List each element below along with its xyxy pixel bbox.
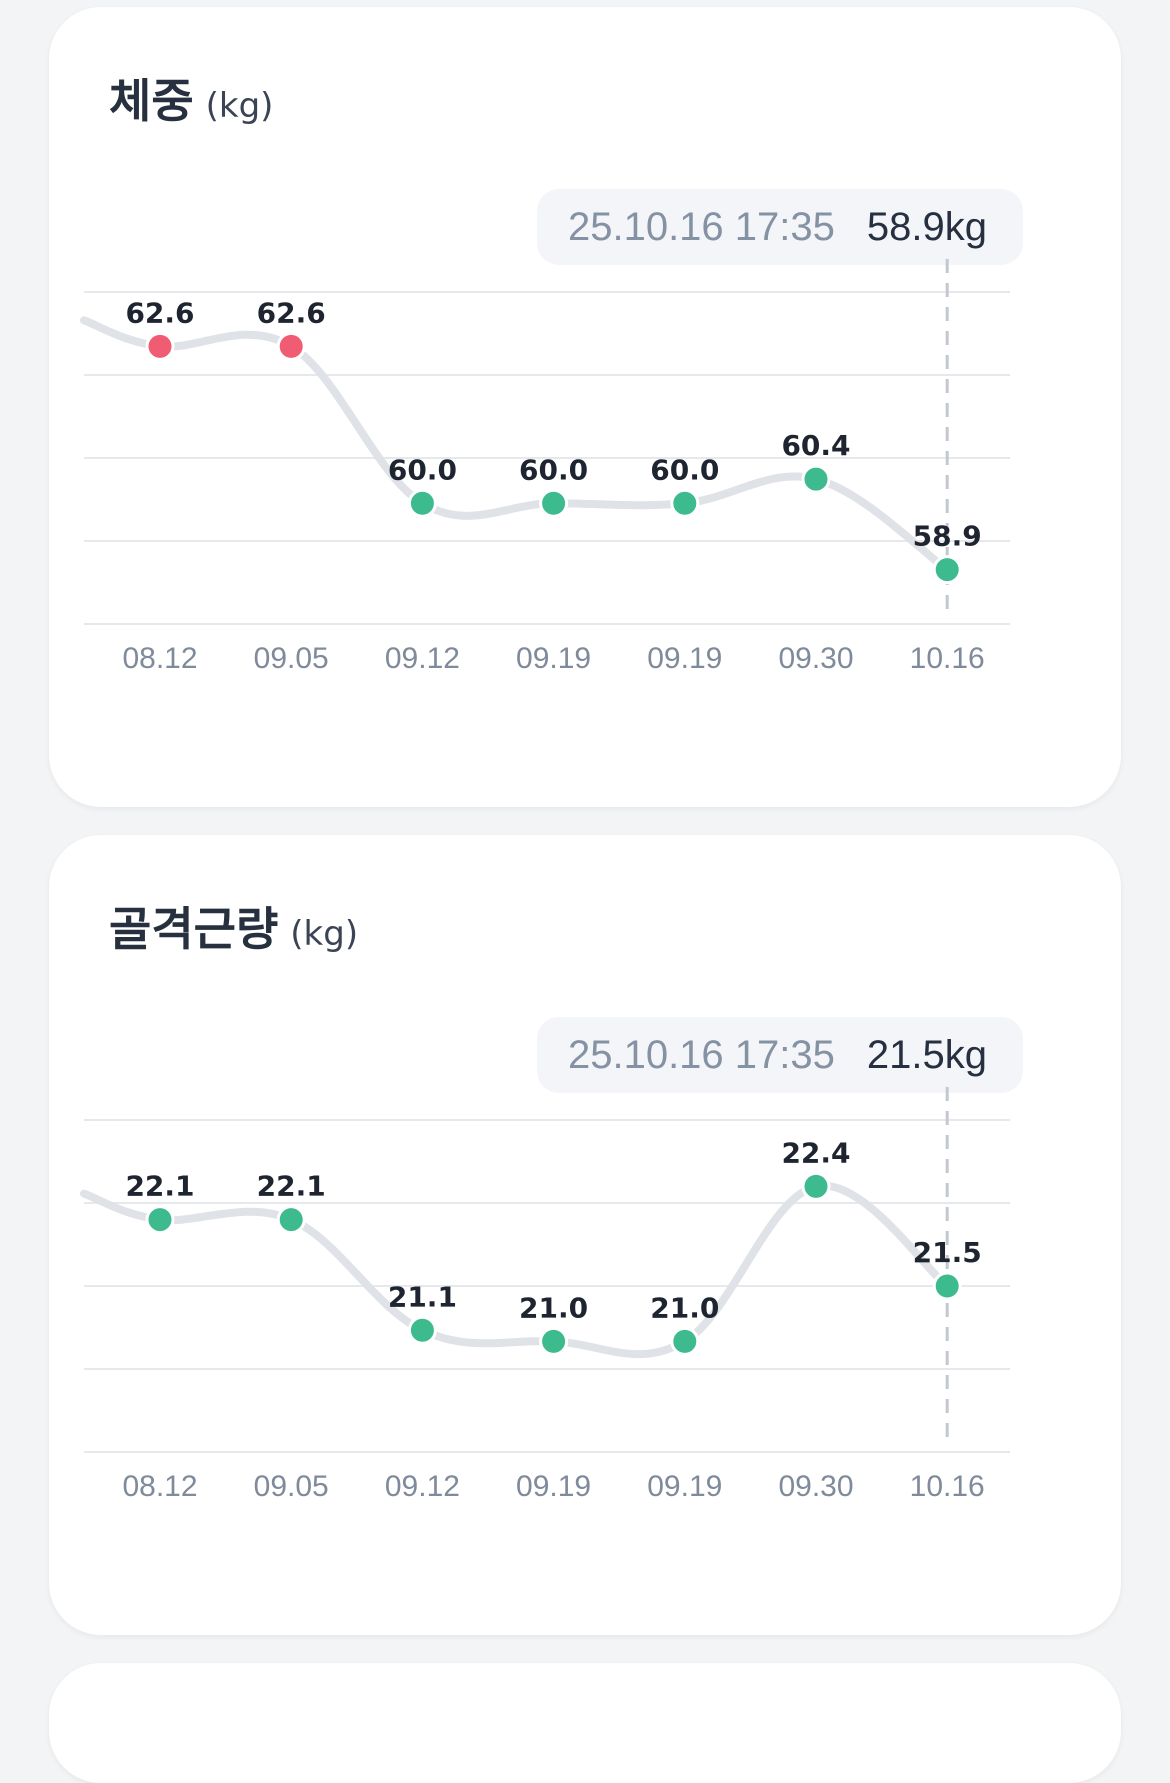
data-point: [145, 331, 175, 361]
data-label: 60.0: [519, 453, 588, 486]
x-tick-label: 09.30: [778, 1470, 853, 1503]
selected-point-tooltip: 25.10.16 17:35 21.5kg: [537, 1017, 1023, 1093]
card-title: 체중 (kg): [109, 65, 273, 131]
x-tick-label: 09.30: [778, 642, 853, 675]
card-title-text: 체중: [109, 74, 194, 128]
weight-card: 체중 (kg) 25.10.16 17:35 58.9kg 62.6 62.6 60…: [49, 7, 1121, 807]
data-label: 58.9: [913, 520, 982, 553]
data-label: 60.4: [781, 429, 850, 462]
card-title: 골격근량 (kg): [109, 893, 358, 959]
data-label: 22.4: [781, 1136, 850, 1169]
skeletal-muscle-line-chart[interactable]: 22.1 22.1 21.1 21.0 21.0 22.4 21.5 08.12 09.05 09…: [49, 835, 1121, 1635]
x-tick-label: 10.16: [910, 642, 985, 675]
data-point: [670, 1326, 700, 1356]
tooltip-date: 25.10.16 17:35: [567, 204, 835, 249]
data-point: [407, 488, 437, 518]
data-point: [932, 555, 962, 585]
data-point: [539, 1326, 569, 1356]
x-tick-label: 08.12: [122, 642, 197, 675]
tooltip-value: 58.9kg: [866, 204, 987, 249]
data-point: [670, 488, 700, 518]
card-title-unit: (kg): [205, 86, 274, 126]
data-point: [539, 488, 569, 518]
data-label: 22.1: [257, 1170, 326, 1203]
data-point: [145, 1205, 175, 1235]
data-label: 60.0: [388, 453, 457, 486]
skeletal-muscle-card: 골격근량 (kg) 25.10.16 17:35 21.5kg 22.1 22.1…: [49, 835, 1121, 1635]
data-label: 22.1: [125, 1170, 194, 1203]
series-line: [80, 1181, 952, 1359]
data-point: [801, 464, 831, 494]
weight-line-chart[interactable]: 62.6 62.6 60.0 60.0 60.0 60.4 58.9 08.12 09.05 09…: [49, 7, 1121, 807]
x-tick-label: 09.05: [254, 1470, 329, 1503]
x-tick-label: 09.19: [647, 1470, 722, 1503]
tooltip-date: 25.10.16 17:35: [567, 1032, 835, 1077]
tooltip-value: 21.5kg: [866, 1032, 987, 1077]
x-tick-label: 08.12: [122, 1470, 197, 1503]
data-point: [276, 331, 306, 361]
data-point: [276, 1205, 306, 1235]
card-title-unit: (kg): [290, 914, 359, 954]
data-label: 21.0: [519, 1291, 588, 1324]
data-label: 62.6: [125, 296, 194, 329]
data-point: [407, 1315, 437, 1345]
data-label: 60.0: [650, 453, 719, 486]
card-title-text: 골격근량: [109, 902, 279, 956]
x-tick-label: 09.12: [385, 642, 460, 675]
data-label: 21.0: [650, 1291, 719, 1324]
data-point: [932, 1271, 962, 1301]
x-tick-label: 09.19: [516, 642, 591, 675]
selected-point-tooltip: 25.10.16 17:35 58.9kg: [537, 189, 1023, 265]
next-card: [49, 1663, 1121, 1783]
x-tick-label: 09.19: [516, 1470, 591, 1503]
data-label: 21.5: [913, 1236, 982, 1269]
x-tick-label: 10.16: [910, 1470, 985, 1503]
data-point: [801, 1171, 831, 1201]
x-tick-label: 09.05: [254, 642, 329, 675]
data-label: 21.1: [388, 1280, 457, 1313]
data-label: 62.6: [257, 296, 326, 329]
x-tick-label: 09.19: [647, 642, 722, 675]
x-tick-label: 09.12: [385, 1470, 460, 1503]
